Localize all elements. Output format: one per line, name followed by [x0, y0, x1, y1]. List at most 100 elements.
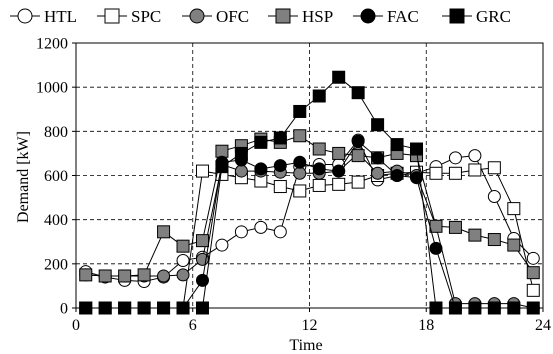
legend-item-htl: HTL: [10, 7, 77, 26]
data-point-spc-12: [312, 178, 326, 192]
data-point-hsp-4: [157, 225, 171, 239]
y-tick-label-1200: 1200: [36, 36, 68, 53]
y-tick-label-0: 0: [60, 301, 68, 318]
data-point-grc-12: [312, 89, 326, 103]
legend-item-ofc: OFC: [182, 7, 249, 26]
data-point-hsp-2: [118, 269, 132, 283]
data-point-htl-5: [176, 254, 190, 268]
data-point-spc-11: [293, 184, 307, 198]
legend-item-fac: FAC: [353, 7, 419, 26]
data-point-fac-10: [273, 159, 287, 173]
data-point-hsp-6: [195, 234, 209, 248]
y-tick-label-800: 800: [44, 124, 68, 141]
data-point-ofc-11: [293, 166, 307, 180]
legend-label-grc: GRC: [476, 7, 511, 26]
data-point-spc-13: [332, 177, 346, 191]
data-point-fac-14: [351, 134, 365, 148]
data-point-fac-15: [371, 151, 385, 165]
chart-series: [79, 70, 540, 315]
data-point-htl-19: [448, 151, 462, 165]
data-point-fac-11: [293, 155, 307, 169]
legend-marker-ofc: [189, 8, 205, 24]
data-point-hsp-7: [215, 144, 229, 158]
y-tick-label-600: 600: [44, 168, 68, 185]
data-point-htl-7: [215, 238, 229, 252]
data-point-hsp-23: [526, 266, 540, 280]
data-point-hsp-11: [293, 129, 307, 143]
data-point-grc-10: [273, 131, 287, 145]
data-point-fac-12: [312, 162, 326, 176]
y-axis-title: Demand [kW]: [15, 131, 32, 223]
data-point-hsp-14: [351, 149, 365, 163]
data-point-grc-8: [234, 146, 248, 160]
y-tick-label-1000: 1000: [36, 80, 68, 97]
data-point-spc-20: [468, 163, 482, 177]
y-tick-label-400: 400: [44, 212, 68, 229]
legend-label-ofc: OFC: [216, 7, 249, 26]
data-point-htl-8: [234, 225, 248, 239]
legend-item-grc: GRC: [442, 7, 511, 26]
x-tick-label-6: 6: [189, 317, 197, 334]
data-point-grc-15: [371, 118, 385, 132]
data-point-ofc-15: [371, 166, 385, 180]
data-point-fac-13: [332, 164, 346, 178]
y-axis-ticks: 0 200 400 600 800 1000 1200: [36, 36, 76, 318]
x-axis-ticks: 0 6 12 18 24: [72, 308, 551, 334]
legend-label-spc: SPC: [131, 7, 161, 26]
data-point-htl-9: [254, 220, 268, 234]
legend-marker-grc: [449, 8, 465, 24]
legend-label-htl: HTL: [44, 7, 77, 26]
data-point-spc-19: [448, 166, 462, 180]
series-line-spc: [85, 167, 534, 309]
data-point-htl-23: [526, 251, 540, 265]
data-point-hsp-5: [176, 239, 190, 253]
data-point-fac-18: [429, 241, 443, 255]
data-point-grc-11: [293, 104, 307, 118]
data-point-hsp-19: [448, 220, 462, 234]
x-tick-label-18: 18: [418, 317, 434, 334]
data-point-ofc-4: [157, 269, 171, 283]
data-point-spc-18: [429, 166, 443, 180]
data-point-spc-23: [526, 283, 540, 297]
data-point-hsp-1: [98, 269, 112, 283]
data-point-grc-17: [410, 142, 424, 156]
y-tick-label-200: 200: [44, 256, 68, 273]
data-point-htl-20: [468, 149, 482, 163]
x-tick-label-12: 12: [302, 317, 318, 334]
data-point-spc-10: [273, 180, 287, 194]
data-point-fac-9: [254, 162, 268, 176]
legend-label-hsp: HSP: [302, 7, 333, 26]
x-tick-label-24: 24: [535, 317, 551, 334]
data-point-spc-6: [195, 164, 209, 178]
legend-item-spc: SPC: [97, 7, 161, 26]
data-point-htl-21: [487, 189, 501, 203]
data-point-hsp-13: [332, 146, 346, 160]
data-point-hsp-12: [312, 142, 326, 156]
legend-label-fac: FAC: [387, 7, 419, 26]
data-point-hsp-0: [79, 268, 93, 282]
data-point-htl-10: [273, 225, 287, 239]
legend-marker-fac: [360, 8, 376, 24]
legend-item-hsp: HSP: [268, 7, 333, 26]
data-point-grc-14: [351, 86, 365, 100]
legend-marker-htl: [17, 8, 33, 24]
chart-legend: HTL SPC OFC HSP FAC GRC: [10, 7, 511, 26]
data-point-spc-14: [351, 175, 365, 189]
data-point-grc-16: [390, 138, 404, 152]
x-axis-title: Time: [289, 337, 322, 354]
data-point-spc-21: [487, 161, 501, 175]
chart-grid: [76, 43, 543, 308]
data-point-grc-13: [332, 70, 346, 84]
data-point-spc-22: [507, 202, 521, 216]
data-point-grc-7: [215, 160, 229, 174]
legend-marker-spc: [104, 8, 120, 24]
data-point-hsp-21: [487, 233, 501, 247]
data-point-hsp-18: [429, 219, 443, 233]
data-point-grc-9: [254, 135, 268, 149]
legend-marker-hsp: [275, 8, 291, 24]
data-point-hsp-20: [468, 228, 482, 242]
data-point-hsp-22: [507, 238, 521, 252]
x-tick-label-0: 0: [72, 317, 80, 334]
data-point-fac-16: [390, 169, 404, 182]
